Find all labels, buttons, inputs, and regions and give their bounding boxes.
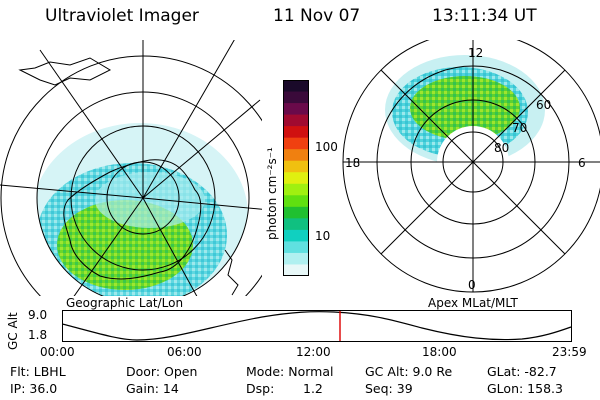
colorbar-band	[283, 241, 309, 254]
time-label: 13:11:34 UT	[432, 6, 537, 26]
colorbar-band	[283, 195, 309, 208]
colorbar-band	[283, 264, 309, 276]
colorbar-band	[283, 218, 309, 231]
altitude-curve	[62, 311, 572, 341]
colorbar-band	[283, 160, 309, 173]
mode-info: Mode: Normal	[246, 364, 334, 379]
left-panel-caption: Geographic Lat/Lon	[66, 296, 184, 310]
dsp-value: 1.2	[303, 381, 323, 396]
xtick-0600: 06:00	[167, 345, 202, 359]
colorbar-band	[283, 229, 309, 242]
seq-info: Seq: 39	[365, 381, 413, 396]
colorbar-band	[283, 137, 309, 150]
colorbar-band	[283, 206, 309, 219]
xtick-2359: 23:59	[552, 345, 587, 359]
colorbar-band	[283, 252, 309, 265]
right-panel-caption: Apex MLat/MLT	[428, 296, 518, 310]
colorbar-unit-label: photon cm⁻²s⁻¹	[265, 147, 279, 240]
altitude-ymax: 9.0	[28, 308, 48, 322]
mlat-label-80: 80	[494, 141, 510, 155]
altitude-ymin: 1.8	[28, 328, 48, 342]
colorbar-band	[283, 183, 309, 196]
door-info: Door: Open	[126, 364, 198, 379]
magnetic-polar-plot	[342, 40, 600, 293]
colorbar-band	[283, 80, 309, 93]
xtick-1200: 12:00	[296, 345, 331, 359]
colorbar-band	[283, 114, 309, 127]
ip-info: IP: 36.0	[10, 381, 58, 396]
mlt-label-0: 0	[468, 278, 476, 292]
altitude-strip	[62, 310, 572, 342]
colorbar-band	[283, 126, 309, 139]
colorbar-band	[283, 172, 309, 185]
geographic-map	[0, 40, 262, 296]
colorbar-band	[283, 149, 309, 162]
colorbar-band	[283, 91, 309, 104]
glat-info: GLat: -82.7	[487, 364, 557, 379]
colorbar	[283, 80, 309, 276]
filter-info: Flt: LBHL	[10, 364, 66, 379]
glon-info: GLon: 158.3	[487, 381, 563, 396]
colorbar-tick-10: 10	[315, 229, 331, 243]
coastline-north	[18, 57, 112, 86]
instrument-title: Ultraviolet Imager	[45, 6, 199, 26]
colorbar-tick-100: 100	[315, 140, 338, 154]
mlat-label-60: 60	[536, 98, 552, 112]
gain-info: Gain: 14	[126, 381, 179, 396]
mlat-label-70: 70	[512, 121, 528, 135]
xtick-0000: 00:00	[40, 345, 75, 359]
xtick-1800: 18:00	[422, 345, 457, 359]
altitude-ylabel: GC Alt	[6, 312, 20, 350]
mlt-label-6: 6	[578, 156, 586, 170]
date-label: 11 Nov 07	[273, 6, 361, 26]
gcalt-info: GC Alt: 9.0 Re	[365, 364, 453, 379]
colorbar-band	[283, 103, 309, 116]
mlt-label-18: 18	[345, 156, 361, 170]
dsp-label: Dsp:	[246, 381, 275, 396]
mlt-label-12: 12	[468, 46, 484, 60]
uv-intensity-image	[37, 123, 248, 296]
antarctica-coastline	[63, 159, 202, 280]
coastline-newzealand	[224, 249, 239, 296]
